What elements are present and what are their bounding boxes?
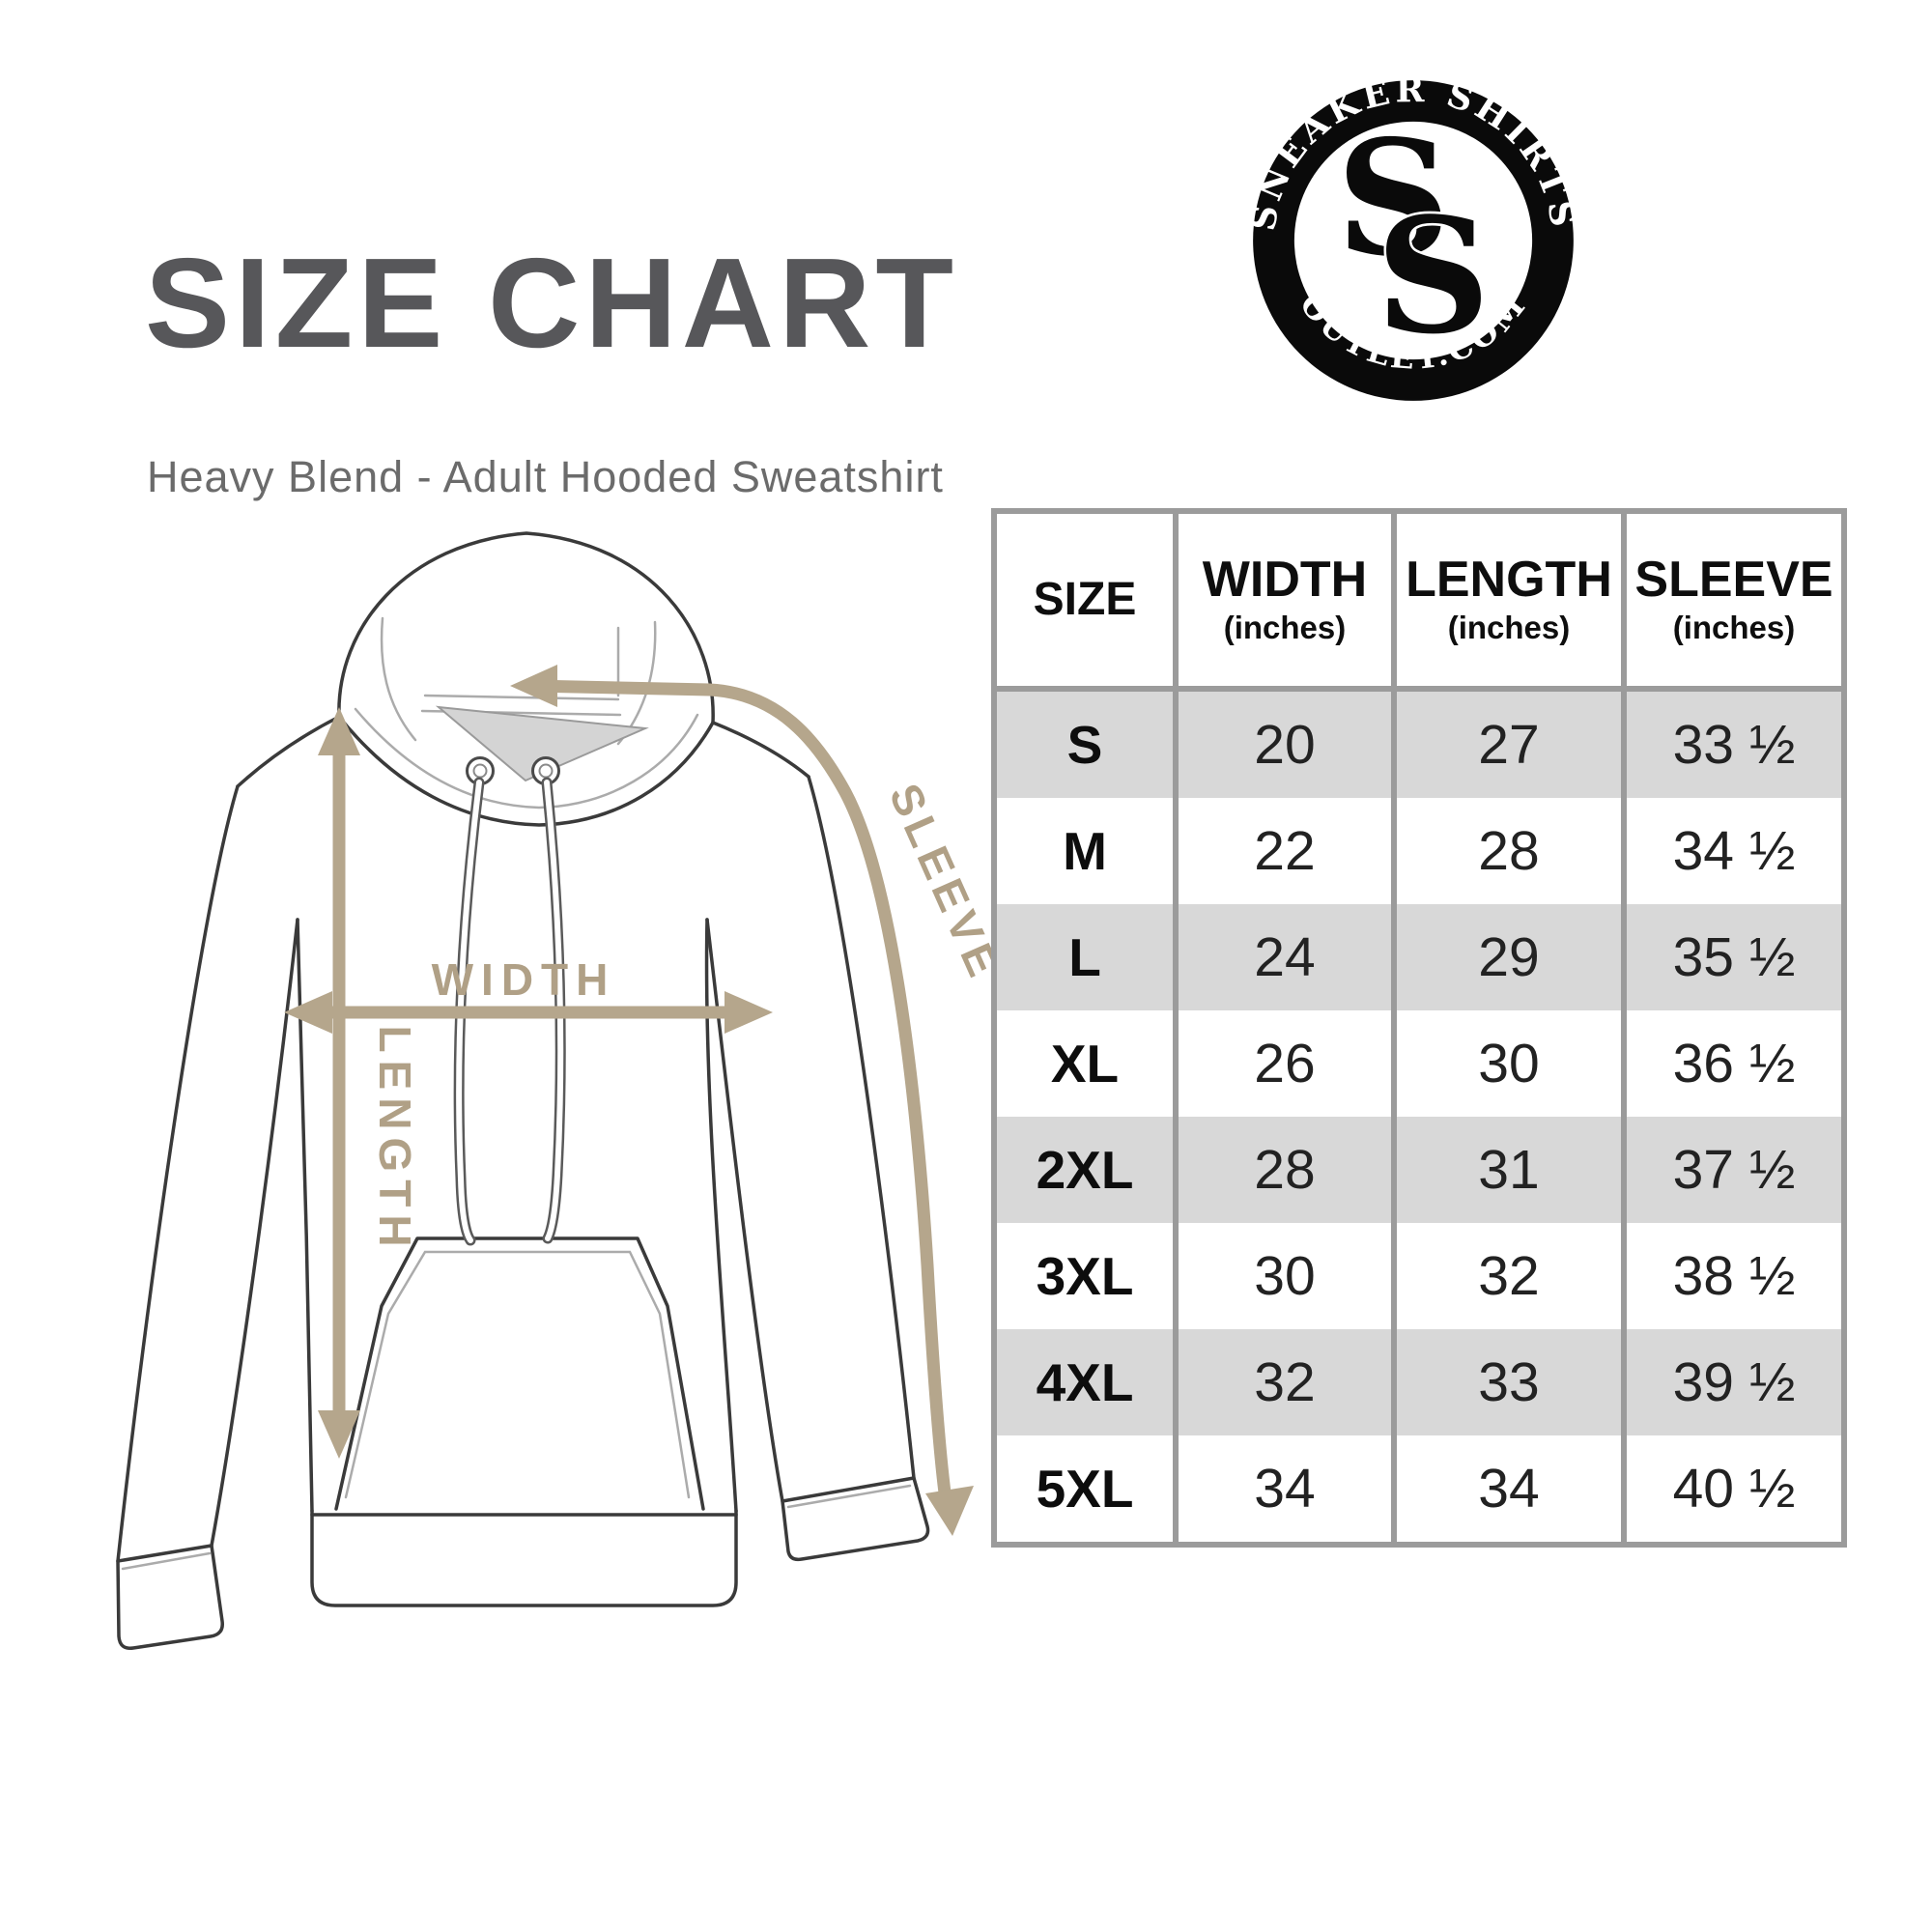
- cell-length: 33: [1397, 1329, 1621, 1435]
- cell-width: 20: [1179, 692, 1391, 798]
- drawstrings: [453, 777, 566, 1246]
- cell-sleeve: 39 ½: [1627, 1329, 1841, 1435]
- column-unit: (inches): [1672, 610, 1796, 646]
- cell-size: 2XL: [997, 1117, 1173, 1223]
- cell-size: S: [997, 692, 1173, 798]
- cell-length: 34: [1397, 1435, 1621, 1542]
- cell-size: L: [997, 904, 1173, 1010]
- logo-ss-monogram-icon: S S: [1336, 105, 1492, 372]
- table-row: XL 26 30 36 ½: [997, 1010, 1841, 1117]
- brand-logo: SNEAKER SHIRTS OUTLET.COM S S: [1248, 75, 1578, 401]
- sleeve-arrow: [525, 679, 954, 1520]
- page-title: SIZE CHART: [145, 232, 958, 374]
- length-arrowhead-down-icon: [318, 1410, 360, 1459]
- length-label: LENGTH: [370, 1025, 420, 1254]
- sleeve-arrowhead-end-icon: [925, 1486, 974, 1536]
- cell-width: 26: [1179, 1010, 1391, 1117]
- hoodie-outline: [116, 531, 930, 1650]
- cell-sleeve: 34 ½: [1627, 798, 1841, 904]
- cell-length: 32: [1397, 1223, 1621, 1329]
- column-unit: (inches): [1223, 610, 1347, 646]
- cell-size: XL: [997, 1010, 1173, 1117]
- column-label: SLEEVE: [1634, 551, 1833, 608]
- page-subtitle: Heavy Blend - Adult Hooded Sweatshirt: [147, 452, 944, 501]
- cell-size: 4XL: [997, 1329, 1173, 1435]
- hoodie-inner-lines: [121, 616, 912, 1571]
- size-table-header: SIZE WIDTH (inches) LENGTH (inches) SLEE…: [997, 514, 1841, 692]
- column-label: LENGTH: [1406, 551, 1612, 608]
- measurement-arrows: [284, 665, 974, 1536]
- cell-size: 3XL: [997, 1223, 1173, 1329]
- table-row: 3XL 30 32 38 ½: [997, 1223, 1841, 1329]
- cell-width: 32: [1179, 1329, 1391, 1435]
- cell-sleeve: 37 ½: [1627, 1117, 1841, 1223]
- table-row: M 22 28 34 ½: [997, 798, 1841, 904]
- table-row: 4XL 32 33 39 ½: [997, 1329, 1841, 1435]
- cell-sleeve: 35 ½: [1627, 904, 1841, 1010]
- width-label: WIDTH: [432, 954, 616, 1005]
- sleeve-arrowhead-start-icon: [510, 665, 557, 707]
- size-table: SIZE WIDTH (inches) LENGTH (inches) SLEE…: [991, 508, 1847, 1548]
- header-cell-sleeve: SLEEVE (inches): [1627, 514, 1841, 686]
- hoodie-measurement-diagram: WIDTH LENGTH SLEEVE: [116, 531, 1011, 1650]
- cell-sleeve: 40 ½: [1627, 1435, 1841, 1542]
- cell-size: 5XL: [997, 1435, 1173, 1542]
- table-row: S 20 27 33 ½: [997, 692, 1841, 798]
- monogram-letter-top: S: [1336, 105, 1451, 292]
- cell-length: 27: [1397, 692, 1621, 798]
- cell-sleeve: 36 ½: [1627, 1010, 1841, 1117]
- table-row: 5XL 34 34 40 ½: [997, 1435, 1841, 1542]
- length-arrowhead-up-icon: [318, 707, 360, 755]
- width-arrowhead-right-icon: [724, 991, 773, 1034]
- column-label: SIZE: [1033, 573, 1137, 625]
- header-cell-length: LENGTH (inches): [1397, 514, 1621, 686]
- width-arrowhead-left-icon: [284, 991, 332, 1034]
- table-row: 2XL 28 31 37 ½: [997, 1117, 1841, 1223]
- cell-width: 30: [1179, 1223, 1391, 1329]
- cell-width: 22: [1179, 798, 1391, 904]
- column-unit: (inches): [1447, 610, 1571, 646]
- cell-length: 30: [1397, 1010, 1621, 1117]
- hood-neck-triangle: [435, 705, 649, 782]
- cell-sleeve: 33 ½: [1627, 692, 1841, 798]
- size-table-rows: S 20 27 33 ½ M 22 28 34 ½ L 24 29 35 ½ XL 26 30 36 ½ 2XL…: [997, 692, 1841, 1542]
- header-cell-size: SIZE: [997, 514, 1173, 686]
- cell-width: 28: [1179, 1117, 1391, 1223]
- cell-length: 29: [1397, 904, 1621, 1010]
- cell-size: M: [997, 798, 1173, 904]
- monogram-letter-bottom: S: [1376, 183, 1491, 369]
- cell-sleeve: 38 ½: [1627, 1223, 1841, 1329]
- logo-inner-disc: [1293, 121, 1533, 360]
- cell-length: 31: [1397, 1117, 1621, 1223]
- cell-width: 34: [1179, 1435, 1391, 1542]
- column-label: WIDTH: [1202, 551, 1368, 608]
- cell-width: 24: [1179, 904, 1391, 1010]
- table-row: L 24 29 35 ½: [997, 904, 1841, 1010]
- drawstring-eyelets: [466, 756, 560, 785]
- header-cell-width: WIDTH (inches): [1179, 514, 1391, 686]
- cell-length: 28: [1397, 798, 1621, 904]
